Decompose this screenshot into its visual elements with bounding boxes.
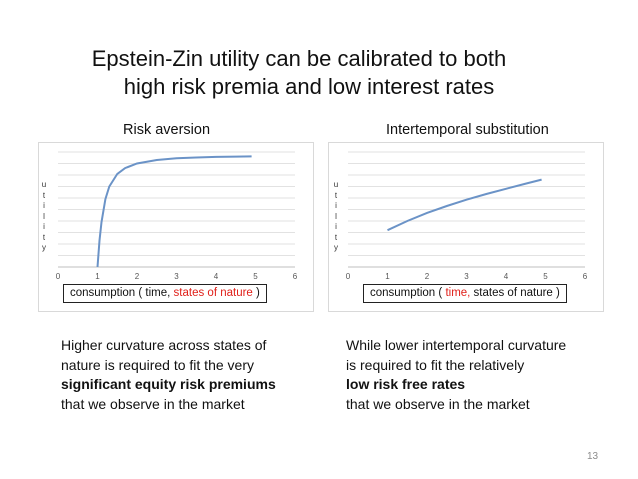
left-chart-title: Risk aversion	[123, 122, 211, 138]
x-tick-label: 3	[464, 272, 469, 281]
x-tick-label: 2	[135, 272, 140, 281]
y-axis-letter: t	[334, 232, 338, 242]
y-axis-letter: l	[43, 211, 45, 221]
y-axis-letter: t	[42, 190, 46, 200]
left-explanation: Higher curvature across states of nature…	[61, 337, 276, 412]
page-number: 13	[587, 451, 599, 462]
x-tick-label: 2	[425, 272, 430, 281]
y-axis-letter: i	[43, 222, 45, 231]
slide-title-line1: Epstein-Zin utility can be calibrated to…	[91, 46, 507, 71]
x-tick-label: 0	[56, 272, 61, 281]
x-tick-label: 6	[583, 272, 588, 281]
y-axis-letter: i	[335, 201, 337, 210]
x-tick-label: 5	[543, 272, 548, 281]
y-axis-letter: y	[334, 243, 338, 252]
x-tick-label: 6	[293, 272, 298, 281]
x-tick-label: 0	[346, 272, 351, 281]
y-axis-letter: u	[333, 180, 339, 189]
x-tick-label: 5	[253, 272, 258, 281]
y-axis-letter: i	[335, 222, 337, 231]
y-axis-letter: l	[335, 211, 337, 221]
right-chart-title: Intertemporal substitution	[386, 122, 549, 138]
series-line	[387, 178, 542, 232]
x-tick-label: 4	[504, 272, 509, 281]
x-tick-label: 1	[95, 272, 100, 281]
right-explanation: While lower intertemporal curvature is r…	[346, 337, 567, 412]
y-axis-letter: t	[334, 190, 338, 200]
intertemporal-substitution-chart: 0 1 2 3 4 5 6	[328, 142, 604, 312]
y-axis-letter: i	[43, 201, 45, 210]
y-axis-letter: t	[42, 232, 46, 242]
right-x-axis-label: consumption ( time, states of nature )	[363, 284, 567, 303]
y-axis-letter: y	[42, 243, 46, 252]
x-tick-label: 1	[385, 272, 390, 281]
risk-aversion-chart: 0 1 2 3 4 5 6	[38, 142, 314, 312]
y-axis-letter: u	[41, 180, 47, 189]
slide-title-line2: high risk premia and low interest rates	[123, 74, 495, 99]
x-tick-label: 4	[214, 272, 219, 281]
chart-frame	[38, 142, 314, 312]
left-x-axis-label: consumption ( time, states of nature )	[63, 284, 267, 303]
x-tick-label: 3	[174, 272, 179, 281]
series-line	[96, 155, 252, 268]
chart-frame	[328, 142, 604, 312]
